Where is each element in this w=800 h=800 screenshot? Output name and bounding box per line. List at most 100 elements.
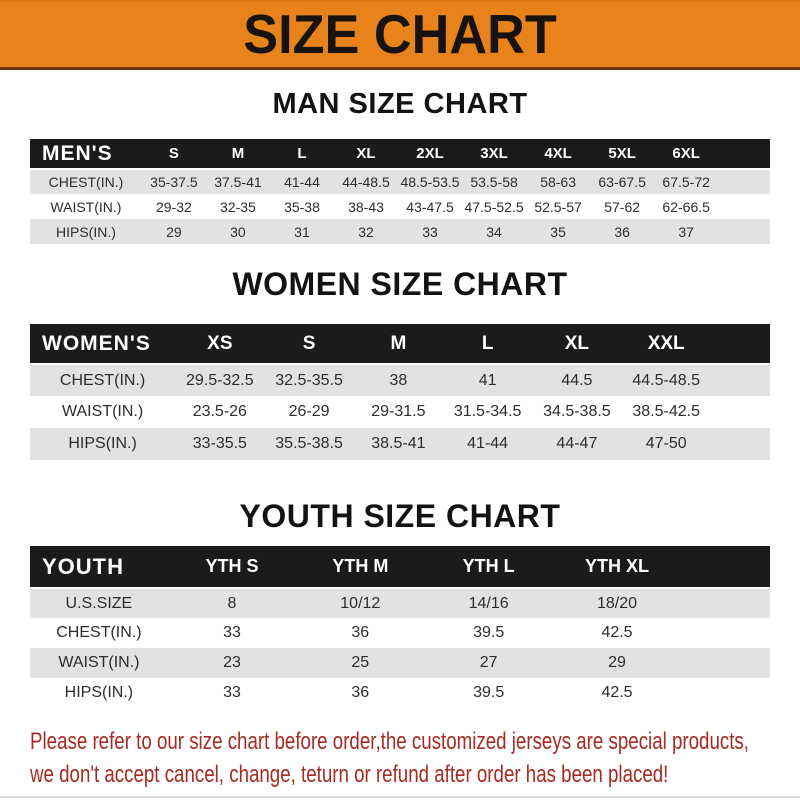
size-column-header: XS (207, 332, 233, 354)
youth-size-table: YOUTH YTH S YTH M YTH L YTH XL U.S.SIZE 8 10/12… (30, 546, 770, 708)
measurement-value-cell: 38-43 (348, 198, 384, 215)
measurement-value-cell: 33-35.5 (192, 435, 247, 452)
measurement-value-cell: 47.5-52.5 (464, 198, 524, 215)
filler-cell (711, 364, 770, 396)
disclaimer-line-2: we don't accept cancel, change, teturn o… (30, 761, 669, 788)
size-header-row: WOMEN'S XS S M L XL XXL (30, 324, 770, 364)
filler-cell (681, 618, 770, 648)
measurement-value-cell: 44-47 (556, 435, 598, 452)
size-column-header: YTH XL (585, 556, 650, 576)
size-column-header: S (168, 145, 179, 162)
measurement-value-cell: 41 (478, 371, 497, 389)
measurement-row-label: WAIST(IN.) (50, 198, 122, 215)
measurement-row-label: WAIST(IN.) (58, 654, 140, 671)
filler-cell (718, 194, 770, 219)
measurement-value-cell: 33 (223, 624, 241, 641)
youth-size-chart-title: YOUTH SIZE CHART (239, 498, 561, 534)
measurement-row: HIPS(IN.) 33 36 39.5 42.5 (30, 678, 770, 708)
measurement-value-cell: 29-31.5 (371, 403, 426, 420)
measurement-value-cell: 35-37.5 (150, 174, 198, 190)
measurement-value-cell: 47-50 (645, 435, 687, 452)
measurement-value-cell: 32.5-35.5 (275, 371, 343, 389)
filler-cell (718, 139, 770, 169)
measurement-row-label: HIPS(IN.) (56, 223, 116, 240)
measurement-value-cell: 58-63 (540, 174, 576, 190)
measurement-row-label: CHEST(IN.) (59, 371, 146, 389)
filler-cell (681, 678, 770, 708)
measurement-value-cell: 41-44 (467, 435, 509, 452)
size-column-header: XL (356, 145, 376, 162)
measurement-row: WAIST(IN.) 29-32 32-35 35-38 38-43 43-47.5 47.… (30, 194, 770, 219)
measurement-value-cell: 44.5-48.5 (632, 371, 700, 389)
measurement-value-cell: 42.5 (601, 684, 633, 701)
measurement-value-cell: 14/16 (468, 594, 509, 612)
measurement-value-cell: 67.5-72 (662, 174, 710, 190)
measurement-value-cell: 8 (227, 594, 237, 612)
measurement-value-cell: 36 (614, 223, 630, 240)
size-column-header: YTH S (205, 556, 259, 576)
size-column-header: M (231, 145, 245, 162)
measurement-value-cell: 32 (358, 223, 374, 240)
measurement-value-cell: 36 (351, 684, 370, 701)
measurement-value-cell: 37.5-41 (214, 174, 262, 190)
table-group-label: WOMEN'S (42, 331, 151, 355)
measurement-value-cell: 33 (422, 223, 438, 240)
measurement-value-cell: 31.5-34.5 (453, 403, 522, 420)
measurement-row: CHEST(IN.) 29.5-32.5 32.5-35.5 38 41 44.5 44.5… (30, 364, 770, 396)
size-column-header: YTH M (332, 556, 389, 576)
size-column-header: 5XL (608, 145, 636, 162)
size-column-header: XXL (647, 332, 685, 354)
measurement-value-cell: 41-44 (284, 174, 320, 190)
measurement-value-cell: 44-48.5 (342, 174, 390, 190)
size-header-row: MEN'S S M L XL 2XL 3XL 4XL 5XL 6XL (30, 139, 770, 169)
women-size-chart-title: WOMEN SIZE CHART (232, 266, 568, 302)
measurement-value-cell: 32-35 (220, 198, 256, 215)
measurement-value-cell: 29 (166, 223, 182, 240)
measurement-value-cell: 33 (223, 684, 241, 701)
measurement-value-cell: 63-67.5 (598, 174, 646, 190)
measurement-value-cell: 42.5 (601, 624, 633, 641)
measurement-value-cell: 25 (351, 654, 370, 671)
filler-cell (711, 428, 770, 460)
measurement-row-label: WAIST(IN.) (62, 403, 144, 420)
measurement-value-cell: 43-47.5 (406, 198, 454, 215)
table-group-label: MEN'S (42, 141, 113, 165)
measurement-value-cell: 30 (230, 223, 246, 240)
measurement-row-label: U.S.SIZE (65, 594, 133, 612)
measurement-value-cell: 31 (294, 223, 310, 240)
measurement-value-cell: 18/20 (596, 594, 638, 612)
measurement-value-cell: 38 (389, 371, 408, 389)
banner-title: SIZE CHART (243, 3, 557, 65)
filler-cell (681, 648, 770, 678)
men-size-table: MEN'S S M L XL 2XL 3XL 4XL 5XL 6XL CHEST(IN.) 35-37… (30, 139, 770, 244)
size-column-header: 3XL (480, 145, 508, 162)
size-column-header: 4XL (544, 145, 572, 162)
filler-cell (718, 169, 770, 194)
bottom-edge-divider (0, 796, 800, 798)
size-column-header: 6XL (672, 145, 700, 162)
measurement-row: HIPS(IN.) 33-35.5 35.5-38.5 38.5-41 41-44 44-… (30, 428, 770, 460)
measurement-value-cell: 37 (678, 223, 694, 240)
measurement-value-cell: 38.5-42.5 (632, 403, 700, 420)
measurement-value-cell: 35 (550, 223, 566, 240)
measurement-row-label: CHEST(IN.) (48, 174, 124, 190)
measurement-value-cell: 27 (479, 654, 498, 671)
filler-cell (711, 324, 770, 364)
measurement-value-cell: 35.5-38.5 (275, 435, 343, 452)
size-header-row: YOUTH YTH S YTH M YTH L YTH XL (30, 546, 770, 588)
measurement-row: U.S.SIZE 8 10/12 14/16 18/20 (30, 588, 770, 618)
measurement-value-cell: 34 (486, 223, 502, 240)
measurement-value-cell: 26-29 (288, 403, 330, 420)
filler-cell (718, 219, 770, 244)
women-size-table: WOMEN'S XS S M L XL XXL CHEST(IN.) 29.5-32.5 32.5… (30, 324, 770, 460)
measurement-row: HIPS(IN.) 29 30 31 32 33 34 35 36 37 (30, 219, 770, 244)
measurement-value-cell: 23 (223, 654, 241, 671)
measurement-value-cell: 44.5 (561, 371, 593, 389)
measurement-row: CHEST(IN.) 33 36 39.5 42.5 (30, 618, 770, 648)
measurement-value-cell: 39.5 (473, 624, 505, 641)
measurement-value-cell: 62-66.5 (662, 198, 710, 215)
filler-cell (681, 588, 770, 618)
disclaimer-text: Please refer to our size chart before or… (30, 725, 800, 791)
filler-cell (711, 396, 770, 428)
measurement-value-cell: 23.5-26 (192, 403, 247, 420)
